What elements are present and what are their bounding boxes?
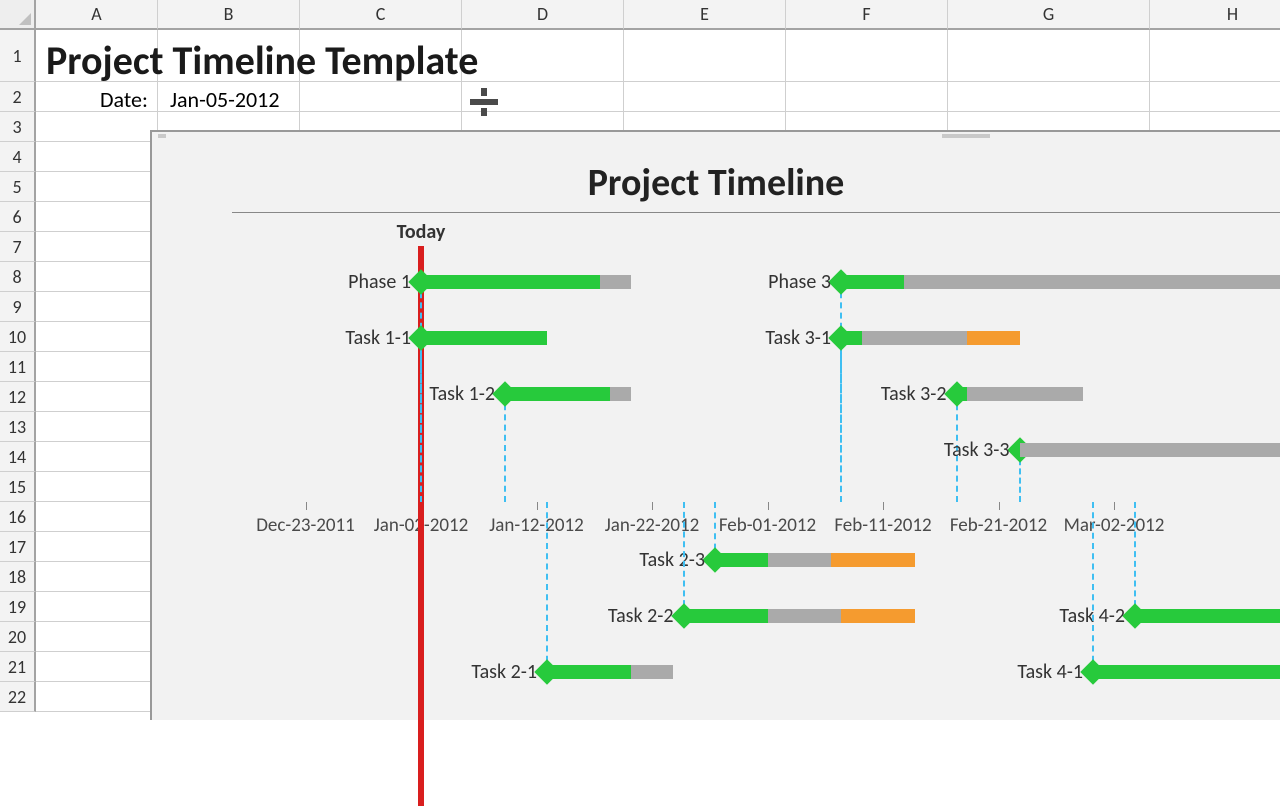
gantt-bar [841, 609, 915, 623]
task-label: Phase 3 [768, 270, 841, 294]
task-label: Task 3-2 [881, 382, 957, 406]
gantt-bar [505, 387, 610, 401]
task-label: Task 1-1 [345, 326, 421, 350]
tick-label: Feb-21-2012 [950, 514, 1047, 537]
row-header-14[interactable]: 14 [0, 442, 36, 472]
date-label: Date: [100, 84, 148, 114]
tick-label: Feb-01-2012 [719, 514, 816, 537]
row-headers: 12345678910111213141516171819202122 [0, 30, 36, 712]
date-value[interactable]: Jan-05-2012 [170, 84, 279, 114]
row-header-17[interactable]: 17 [0, 532, 36, 562]
row-header-2[interactable]: 2 [0, 82, 36, 112]
task-label: Task 4-2 [1059, 604, 1135, 628]
tick-label: Dec-23-2011 [256, 514, 355, 537]
gantt-bar [957, 387, 968, 401]
column-header-H[interactable]: H [1150, 0, 1280, 30]
row-header-21[interactable]: 21 [0, 652, 36, 682]
gantt-bar [768, 553, 831, 567]
column-headers: ABCDEFGH [36, 0, 1280, 30]
row-header-7[interactable]: 7 [0, 232, 36, 262]
gantt-bar [631, 665, 673, 679]
column-header-D[interactable]: D [462, 0, 624, 30]
row-header-11[interactable]: 11 [0, 352, 36, 382]
column-header-A[interactable]: A [36, 0, 158, 30]
task-label: Task 2-3 [639, 548, 715, 572]
row-header-10[interactable]: 10 [0, 322, 36, 352]
gantt-bar [967, 387, 1083, 401]
row-header-4[interactable]: 4 [0, 142, 36, 172]
tick-label: Jan-22-2012 [605, 514, 700, 537]
gantt-bar [547, 665, 631, 679]
row-header-13[interactable]: 13 [0, 412, 36, 442]
column-header-B[interactable]: B [158, 0, 300, 30]
row-header-8[interactable]: 8 [0, 262, 36, 292]
gantt-bar [967, 331, 1020, 345]
gantt-bar [904, 275, 1280, 289]
gantt-bar [715, 553, 768, 567]
gantt-bar [421, 275, 600, 289]
column-header-C[interactable]: C [300, 0, 462, 30]
task-label: Task 3-3 [944, 438, 1020, 462]
tick-label: Mar-02-2012 [1064, 514, 1165, 537]
gantt-bar [1020, 443, 1280, 457]
gantt-bar [831, 553, 915, 567]
gantt-bar [600, 275, 632, 289]
task-label: Task 3-1 [765, 326, 841, 350]
column-header-E[interactable]: E [624, 0, 786, 30]
row-header-16[interactable]: 16 [0, 502, 36, 532]
cell-cursor-icon [470, 88, 498, 116]
x-axis [232, 212, 1280, 213]
timeline-chart[interactable]: Project Timeline Dec-23-2011Jan-02-2012J… [150, 130, 1280, 720]
row-header-1[interactable]: 1 [0, 30, 36, 82]
plot-area: Dec-23-2011Jan-02-2012Jan-12-2012Jan-22-… [232, 212, 1280, 722]
gantt-bar [862, 331, 967, 345]
row-header-3[interactable]: 3 [0, 112, 36, 142]
row-header-6[interactable]: 6 [0, 202, 36, 232]
gantt-bar [610, 387, 631, 401]
chart-title: Project Timeline [152, 160, 1280, 206]
task-label: Phase 1 [348, 270, 421, 294]
row-header-18[interactable]: 18 [0, 562, 36, 592]
tick-label: Jan-12-2012 [489, 514, 584, 537]
gantt-bar [841, 331, 862, 345]
gantt-bar [768, 609, 842, 623]
row-header-20[interactable]: 20 [0, 622, 36, 652]
gantt-bar [1093, 665, 1280, 679]
task-label: Task 1-2 [429, 382, 505, 406]
column-header-G[interactable]: G [948, 0, 1150, 30]
column-header-F[interactable]: F [786, 0, 948, 30]
tick-label: Feb-11-2012 [834, 514, 931, 537]
gantt-bar [841, 275, 904, 289]
gantt-bar [1135, 609, 1280, 623]
row-header-12[interactable]: 12 [0, 382, 36, 412]
page-title: Project Timeline Template [46, 35, 478, 85]
task-label: Task 4-1 [1017, 660, 1093, 684]
gantt-bar [684, 609, 768, 623]
row-header-15[interactable]: 15 [0, 472, 36, 502]
row-header-22[interactable]: 22 [0, 682, 36, 712]
task-label: Task 2-1 [471, 660, 547, 684]
today-label: Today [397, 220, 446, 244]
row-header-9[interactable]: 9 [0, 292, 36, 322]
row-header-19[interactable]: 19 [0, 592, 36, 622]
task-label: Task 2-2 [608, 604, 684, 628]
row-header-5[interactable]: 5 [0, 172, 36, 202]
gantt-bar [421, 331, 547, 345]
sheet-select-all[interactable] [0, 0, 36, 30]
